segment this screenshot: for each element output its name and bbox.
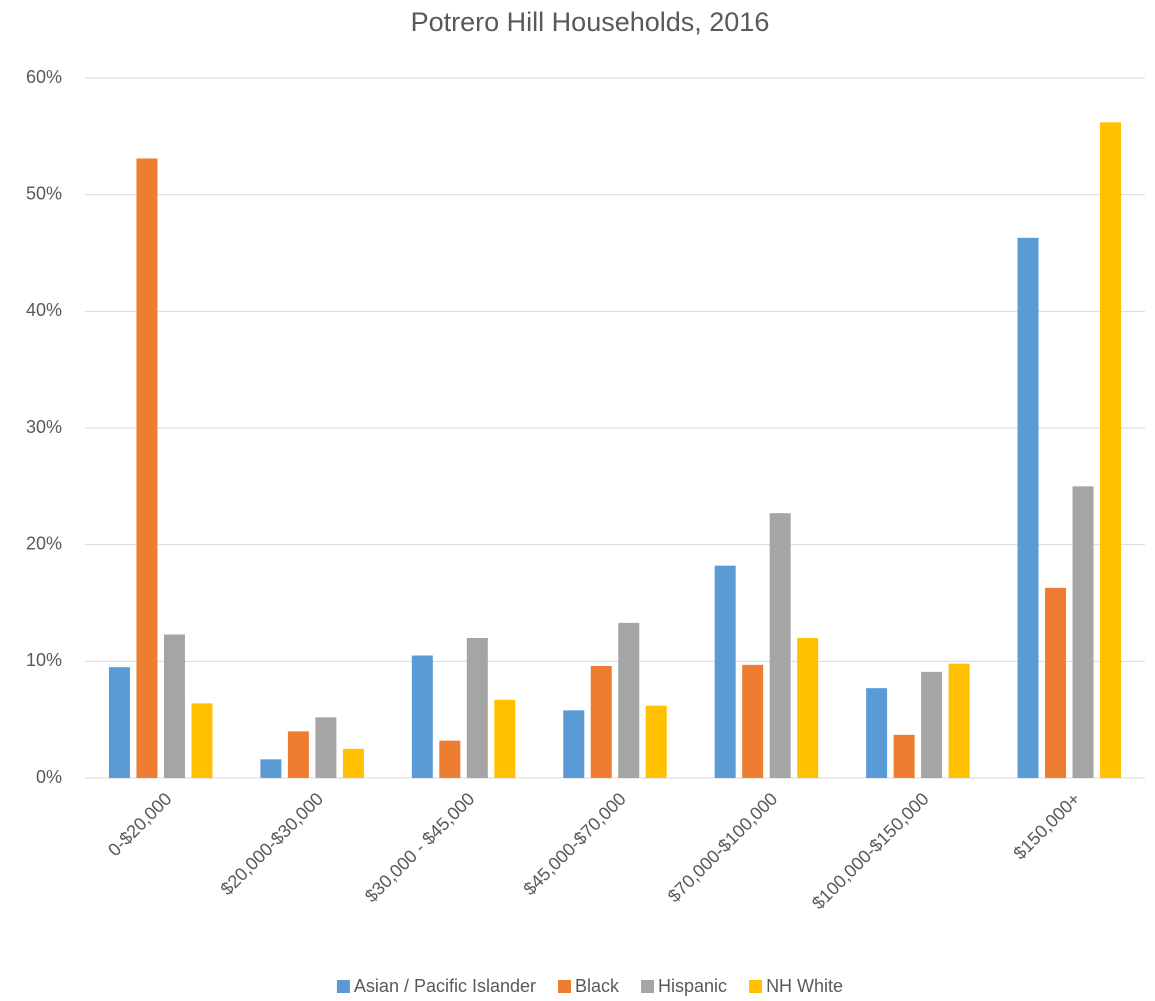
bar bbox=[714, 565, 736, 778]
bar bbox=[1072, 486, 1094, 778]
legend-label: NH White bbox=[766, 976, 843, 996]
legend: Asian / Pacific Islander Black Hispanic NH … bbox=[336, 976, 843, 996]
bar bbox=[893, 734, 915, 778]
bar bbox=[411, 655, 433, 778]
bar bbox=[618, 622, 640, 778]
legend-label: Asian / Pacific Islander bbox=[354, 976, 536, 996]
bar bbox=[948, 663, 970, 778]
legend-swatch bbox=[336, 980, 350, 993]
bar bbox=[494, 699, 516, 778]
bar bbox=[315, 717, 337, 778]
bar bbox=[1045, 587, 1067, 778]
y-tick-label: 60% bbox=[26, 67, 62, 87]
bar bbox=[1100, 122, 1122, 779]
y-tick-label: 10% bbox=[26, 650, 62, 670]
legend-swatch bbox=[641, 980, 655, 993]
bar bbox=[136, 158, 158, 778]
legend-swatch bbox=[749, 980, 763, 993]
bar bbox=[645, 705, 667, 778]
bar bbox=[563, 710, 585, 778]
bar bbox=[466, 638, 488, 778]
legend-label: Black bbox=[575, 976, 620, 996]
x-tick-label: $70,000-$100,000 bbox=[664, 789, 781, 906]
bar bbox=[287, 731, 309, 778]
bar bbox=[163, 634, 185, 778]
legend-swatch bbox=[558, 980, 572, 993]
y-tick-label: 30% bbox=[26, 417, 62, 437]
y-tick-label: 50% bbox=[26, 183, 62, 203]
bar bbox=[439, 740, 461, 778]
bar bbox=[769, 513, 791, 778]
bar bbox=[921, 671, 943, 778]
y-tick-label: 40% bbox=[26, 300, 62, 320]
legend-label: Hispanic bbox=[658, 976, 727, 996]
bar bbox=[191, 703, 213, 778]
y-tick-label: 20% bbox=[26, 533, 62, 553]
x-tick-label: $45,000-$70,000 bbox=[519, 789, 629, 899]
x-tick-label: 0-$20,000 bbox=[104, 789, 175, 860]
bar bbox=[342, 748, 364, 778]
bar bbox=[108, 667, 130, 778]
bar bbox=[797, 638, 819, 778]
bar bbox=[866, 688, 888, 778]
bar bbox=[742, 664, 764, 778]
x-tick-label: $30,000 - $45,000 bbox=[361, 789, 478, 906]
x-tick-label: $150,000+ bbox=[1009, 789, 1084, 864]
x-tick-label: $100,000-$150,000 bbox=[808, 789, 933, 914]
bar bbox=[260, 759, 282, 778]
chart-title: Potrero Hill Households, 2016 bbox=[411, 7, 770, 37]
y-tick-label: 0% bbox=[36, 767, 62, 787]
bar bbox=[1017, 237, 1039, 779]
x-tick-label: $20,000-$30,000 bbox=[217, 789, 327, 899]
bar bbox=[590, 666, 612, 778]
